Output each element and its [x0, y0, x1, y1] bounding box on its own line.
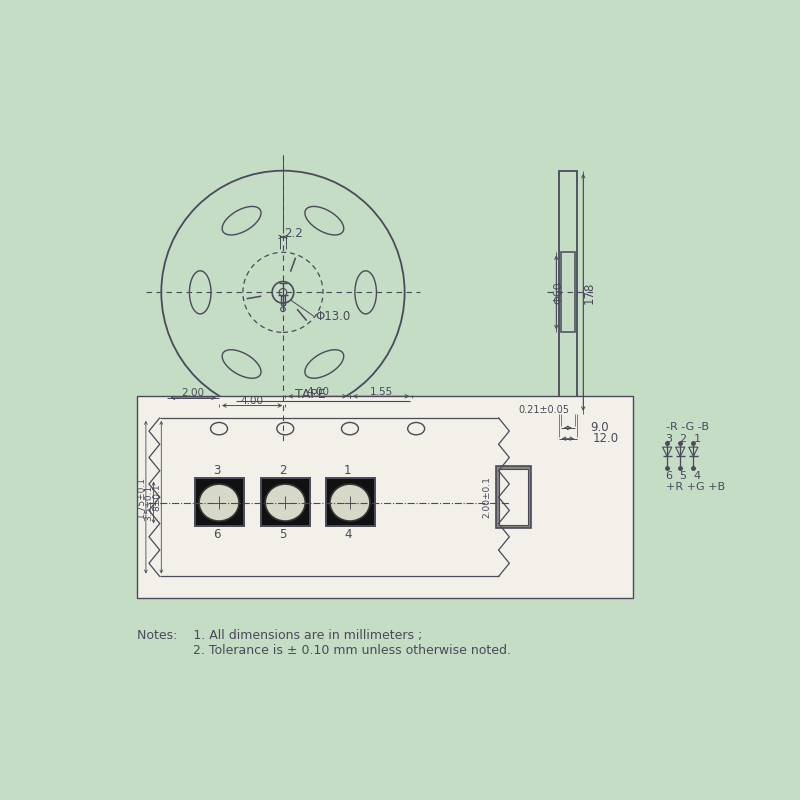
Text: 3: 3: [213, 465, 221, 478]
Text: Φ13.0: Φ13.0: [315, 310, 350, 323]
Text: 2: 2: [279, 465, 286, 478]
Text: 4: 4: [344, 529, 351, 542]
Bar: [558, 170, 577, 414]
Text: 1.55: 1.55: [370, 386, 393, 397]
Text: 2. Tolerance is ± 0.10 mm unless otherwise noted.: 2. Tolerance is ± 0.10 mm unless otherwi…: [137, 644, 510, 658]
Text: 2.00: 2.00: [182, 388, 204, 398]
Text: +R +G +B: +R +G +B: [666, 482, 725, 492]
Bar: [496, 466, 531, 528]
Ellipse shape: [199, 484, 239, 521]
Text: 2.00±0.1: 2.00±0.1: [482, 476, 491, 518]
Text: 5: 5: [279, 529, 286, 542]
Text: 12.0: 12.0: [593, 432, 618, 445]
Ellipse shape: [330, 484, 370, 521]
Text: 4.00: 4.00: [306, 386, 329, 397]
Text: 1: 1: [344, 465, 351, 478]
Text: 6  5  4: 6 5 4: [666, 470, 701, 481]
Text: 3  2  1: 3 2 1: [666, 434, 701, 445]
Text: 4.00: 4.00: [241, 396, 264, 406]
Text: -R -G -B: -R -G -B: [666, 422, 709, 432]
Text: 0.21±0.05: 0.21±0.05: [518, 405, 570, 415]
Text: 3.5±0.1: 3.5±0.1: [145, 485, 154, 521]
Bar: [499, 470, 528, 525]
Text: Φ60: Φ60: [554, 281, 564, 304]
Text: 2.2: 2.2: [284, 227, 303, 240]
Text: 6: 6: [213, 529, 221, 542]
Text: 8±0.1: 8±0.1: [152, 483, 161, 511]
Text: 9.0: 9.0: [590, 422, 609, 434]
Text: 178: 178: [583, 281, 596, 303]
Bar: [326, 478, 374, 526]
Text: TAPE: TAPE: [295, 388, 326, 402]
Bar: [195, 478, 244, 526]
Text: Notes:    1. All dimensions are in millimeters ;: Notes: 1. All dimensions are in millimet…: [137, 629, 422, 642]
Bar: [137, 396, 634, 598]
Ellipse shape: [266, 484, 306, 521]
Text: 1.75±0.1: 1.75±0.1: [137, 476, 146, 518]
Bar: [262, 478, 310, 526]
Bar: [561, 252, 574, 332]
